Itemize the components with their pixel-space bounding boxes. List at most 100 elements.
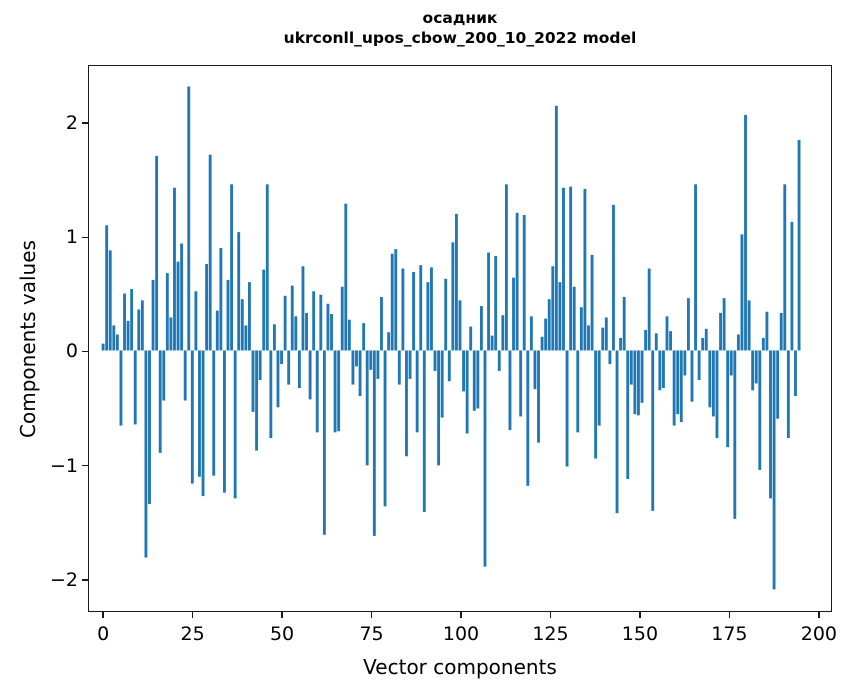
bar <box>697 350 701 381</box>
bar <box>397 350 401 385</box>
bar <box>654 333 658 351</box>
bar <box>451 242 455 351</box>
bar <box>290 285 294 351</box>
bar <box>497 350 501 371</box>
bar <box>608 350 612 365</box>
bar <box>758 350 762 470</box>
bar <box>719 312 722 351</box>
bar <box>437 350 441 466</box>
bar <box>469 326 473 351</box>
bar <box>783 184 787 351</box>
bar <box>679 350 683 423</box>
bar <box>554 105 558 351</box>
bar <box>308 350 312 400</box>
y-tick-label: 1 <box>65 226 78 249</box>
bar <box>544 318 548 351</box>
bar <box>494 256 498 351</box>
bar <box>369 350 373 370</box>
chart-title: осадник ukrconll_upos_cbow_200_10_2022 m… <box>88 8 832 48</box>
bar <box>711 350 715 417</box>
bar <box>115 334 119 351</box>
bar <box>333 350 337 433</box>
bar <box>683 350 687 376</box>
bar <box>419 265 423 351</box>
bar <box>105 225 109 351</box>
bar <box>223 350 226 493</box>
x-tick-label: 100 <box>442 623 480 645</box>
bar <box>629 350 633 385</box>
x-tick-label: 25 <box>180 623 205 645</box>
bar <box>644 329 648 351</box>
bar <box>487 252 490 351</box>
y-tick-mark <box>82 236 89 238</box>
bar <box>198 350 201 477</box>
bar <box>212 350 216 476</box>
bar <box>330 314 333 351</box>
y-tick-label: −1 <box>49 454 78 477</box>
bar <box>508 350 512 431</box>
bar <box>430 267 433 351</box>
bar <box>408 350 412 379</box>
bar <box>658 350 662 391</box>
bar <box>248 282 251 351</box>
bar <box>669 331 672 351</box>
bar <box>447 350 451 382</box>
bar <box>297 350 301 388</box>
y-axis-label: Components values <box>16 239 41 438</box>
bar <box>604 317 608 351</box>
bar <box>376 350 380 379</box>
bar <box>315 350 319 433</box>
bar <box>322 350 326 535</box>
bar <box>754 350 758 384</box>
bar <box>751 350 755 391</box>
bar <box>380 296 383 351</box>
bar <box>615 350 619 514</box>
bar <box>526 350 530 486</box>
bar <box>194 291 198 351</box>
bar <box>173 187 176 351</box>
bar <box>208 154 212 351</box>
bar <box>362 323 366 351</box>
bar <box>108 250 112 351</box>
x-tick-mark <box>549 611 552 618</box>
bar <box>462 350 465 392</box>
bar <box>151 279 155 351</box>
bar <box>726 350 730 448</box>
x-axis-label: Vector components <box>363 655 557 679</box>
bar <box>765 311 769 351</box>
bar <box>736 334 740 351</box>
bar <box>597 350 601 426</box>
x-tick-mark <box>370 611 373 618</box>
x-tick-mark <box>460 611 462 618</box>
bar <box>590 254 594 351</box>
bar <box>230 184 234 351</box>
bar <box>190 350 194 484</box>
bar <box>619 337 623 351</box>
bar <box>162 350 166 401</box>
bar <box>358 350 362 396</box>
bar <box>779 312 783 351</box>
y-tick-label: 2 <box>65 112 78 135</box>
bar <box>101 343 105 351</box>
x-tick-label: 175 <box>711 623 748 645</box>
bar <box>426 282 430 351</box>
bar <box>576 350 580 433</box>
bar <box>137 309 141 351</box>
bar <box>219 248 223 351</box>
bar <box>158 350 162 453</box>
bar <box>558 282 562 351</box>
bar <box>258 350 262 381</box>
x-tick-mark <box>639 611 641 618</box>
bar <box>733 350 737 519</box>
bar <box>319 294 323 351</box>
bar <box>455 213 458 351</box>
bar <box>401 268 405 351</box>
x-tick-label: 75 <box>359 623 384 645</box>
bar <box>722 298 726 351</box>
bar <box>587 325 590 351</box>
bar <box>794 350 797 396</box>
bar <box>180 243 184 351</box>
bar <box>126 320 130 351</box>
bar <box>205 263 209 351</box>
bar <box>326 303 330 351</box>
